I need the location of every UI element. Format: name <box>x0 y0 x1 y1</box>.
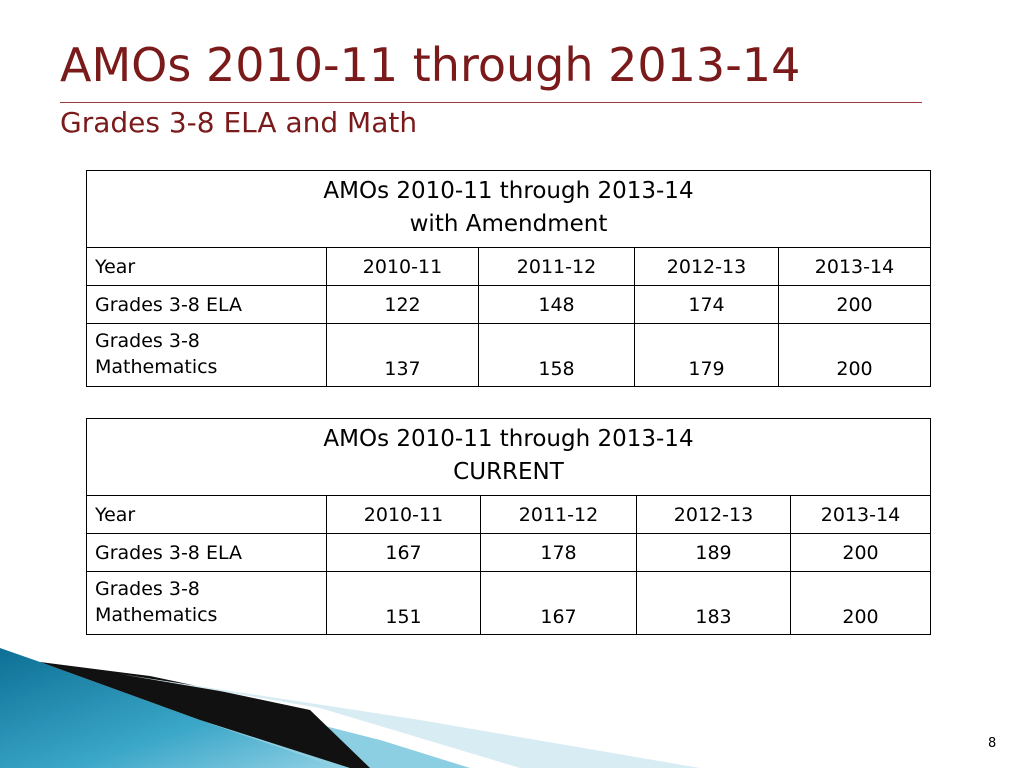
data-table: AMOs 2010-11 through 2013-14 with Amendme… <box>86 170 931 387</box>
data-row: Grades 3-8 Mathematics 151 167 183 200 <box>86 571 931 635</box>
slide-subtitle: Grades 3-8 ELA and Math <box>60 106 418 139</box>
table-caption: AMOs 2010-11 through 2013-14 CURRENT <box>86 418 931 496</box>
caption-line: CURRENT <box>453 459 564 485</box>
column-header: Year <box>86 247 327 286</box>
column-header: 2012-13 <box>636 495 791 534</box>
row-label-line: Grades 3-8 <box>95 578 200 600</box>
cell-value: 158 <box>478 323 635 387</box>
caption-line: with Amendment <box>409 211 608 237</box>
header-row: Year 2010-11 2011-12 2012-13 2013-14 <box>86 247 931 286</box>
row-label-line: Mathematics <box>95 604 218 626</box>
cell-value: 200 <box>790 533 931 572</box>
row-label-line: Grades 3-8 ELA <box>95 541 242 564</box>
column-header: Year <box>86 495 327 534</box>
cell-value: 200 <box>790 571 931 635</box>
row-label: Grades 3-8 Mathematics <box>86 323 327 387</box>
row-label-line: Grades 3-8 ELA <box>95 293 242 316</box>
column-header: 2012-13 <box>634 247 779 286</box>
cell-value: 122 <box>326 285 479 324</box>
caption-row: AMOs 2010-11 through 2013-14 with Amendme… <box>86 170 931 248</box>
row-label-line: Grades 3-8 <box>95 330 200 352</box>
cell-value: 137 <box>326 323 479 387</box>
row-label: Grades 3-8 ELA <box>86 533 327 572</box>
title-rule <box>60 102 922 103</box>
column-header: 2013-14 <box>790 495 931 534</box>
caption-row: AMOs 2010-11 through 2013-14 CURRENT <box>86 418 931 496</box>
row-label: Grades 3-8 ELA <box>86 285 327 324</box>
data-row: Grades 3-8 ELA 122 148 174 200 <box>86 285 931 324</box>
column-header: 2013-14 <box>778 247 931 286</box>
cell-value: 167 <box>480 571 637 635</box>
data-row: Grades 3-8 Mathematics 137 158 179 200 <box>86 323 931 387</box>
cell-value: 189 <box>636 533 791 572</box>
cell-value: 178 <box>480 533 637 572</box>
header-row: Year 2010-11 2011-12 2012-13 2013-14 <box>86 495 931 534</box>
cell-value: 179 <box>634 323 779 387</box>
table-caption: AMOs 2010-11 through 2013-14 with Amendme… <box>86 170 931 248</box>
column-header: 2011-12 <box>478 247 635 286</box>
caption-line: AMOs 2010-11 through 2013-14 <box>323 426 694 452</box>
cell-value: 183 <box>636 571 791 635</box>
cell-value: 200 <box>778 323 931 387</box>
cell-value: 200 <box>778 285 931 324</box>
cell-value: 174 <box>634 285 779 324</box>
slide-title: AMOs 2010-11 through 2013-14 <box>60 38 801 92</box>
row-label-line: Mathematics <box>95 356 218 378</box>
caption-line: AMOs 2010-11 through 2013-14 <box>323 178 694 204</box>
data-table: AMOs 2010-11 through 2013-14 CURRENT Year 2… <box>86 418 931 635</box>
data-row: Grades 3-8 ELA 167 178 189 200 <box>86 533 931 572</box>
cell-value: 148 <box>478 285 635 324</box>
cell-value: 167 <box>326 533 481 572</box>
column-header: 2011-12 <box>480 495 637 534</box>
page-number: 8 <box>988 736 997 751</box>
cell-value: 151 <box>326 571 481 635</box>
decoration <box>0 648 700 768</box>
column-header: 2010-11 <box>326 495 481 534</box>
column-header: 2010-11 <box>326 247 479 286</box>
row-label: Grades 3-8 Mathematics <box>86 571 327 635</box>
